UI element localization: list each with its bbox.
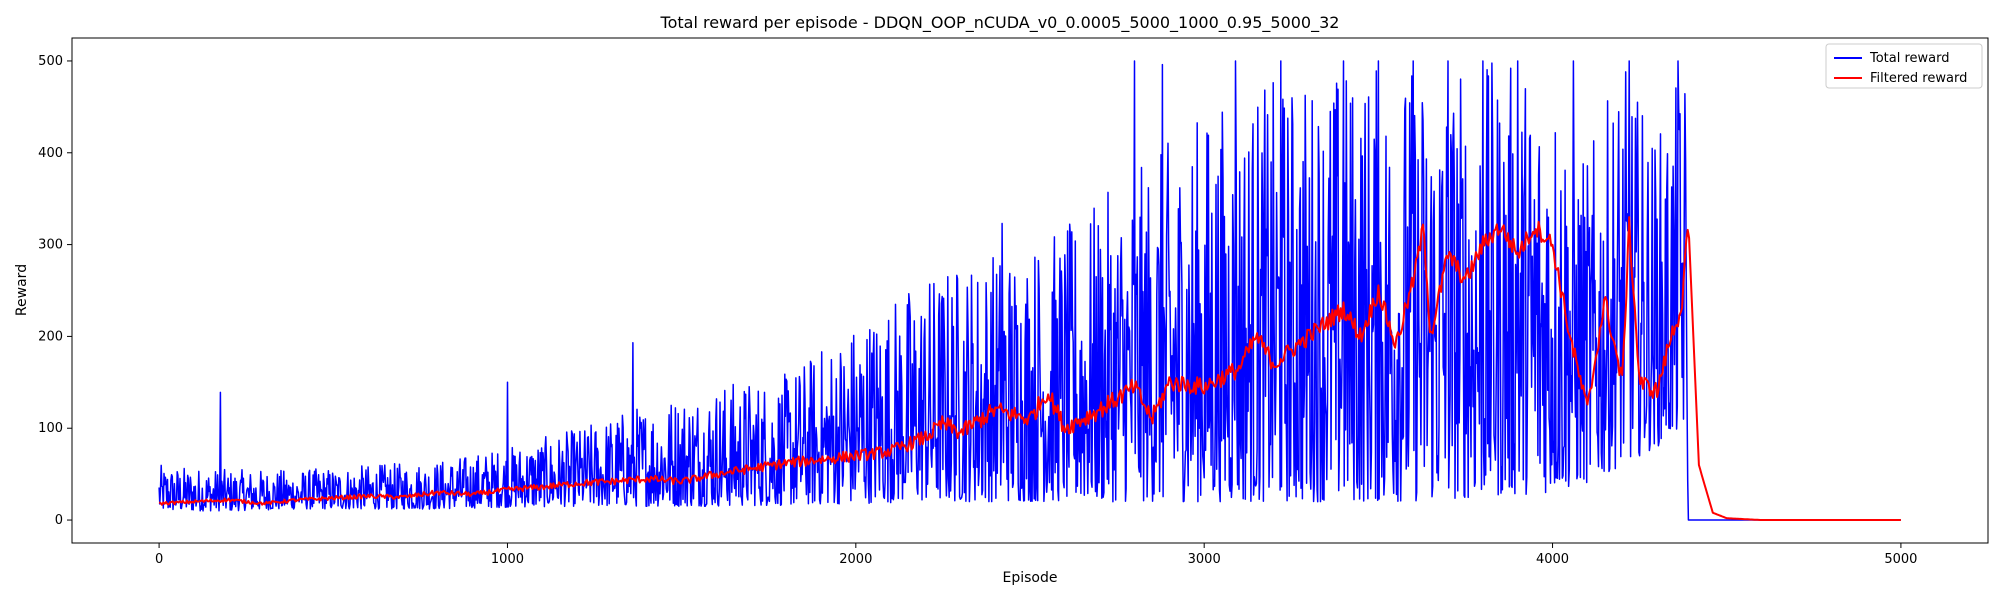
legend-label: Filtered reward bbox=[1870, 71, 1967, 86]
legend: Total reward Filtered reward bbox=[1825, 43, 1983, 89]
x-axis-label: Episode bbox=[1003, 570, 1058, 586]
legend-label: Total reward bbox=[1869, 51, 1950, 66]
y-axis: 0 100 200 300 400 500 bbox=[38, 54, 72, 528]
legend-box bbox=[1825, 43, 1983, 89]
x-tick-label: 5000 bbox=[1884, 552, 1917, 567]
chart-title: Total reward per episode - DDQN_OOP_nCUD… bbox=[660, 13, 1340, 33]
y-tick-label: 400 bbox=[38, 146, 63, 161]
y-axis-label: Reward bbox=[14, 264, 30, 316]
y-tick-label: 0 bbox=[55, 513, 63, 528]
y-tick-label: 300 bbox=[38, 238, 63, 253]
y-tick-label: 200 bbox=[38, 329, 63, 344]
plot-area bbox=[158, 60, 1901, 521]
x-tick-label: 0 bbox=[155, 552, 163, 567]
x-tick-label: 2000 bbox=[839, 552, 872, 567]
series-total-reward-line bbox=[158, 60, 1901, 521]
x-tick-label: 4000 bbox=[1536, 552, 1569, 567]
x-axis: 0 1000 2000 3000 4000 5000 bbox=[155, 543, 1917, 567]
y-tick-label: 100 bbox=[38, 421, 63, 436]
x-tick-label: 3000 bbox=[1188, 552, 1221, 567]
series-filtered-reward-line bbox=[158, 216, 1901, 521]
axes-frame bbox=[71, 37, 1989, 544]
x-tick-label: 1000 bbox=[491, 552, 524, 567]
y-tick-label: 500 bbox=[38, 54, 63, 69]
